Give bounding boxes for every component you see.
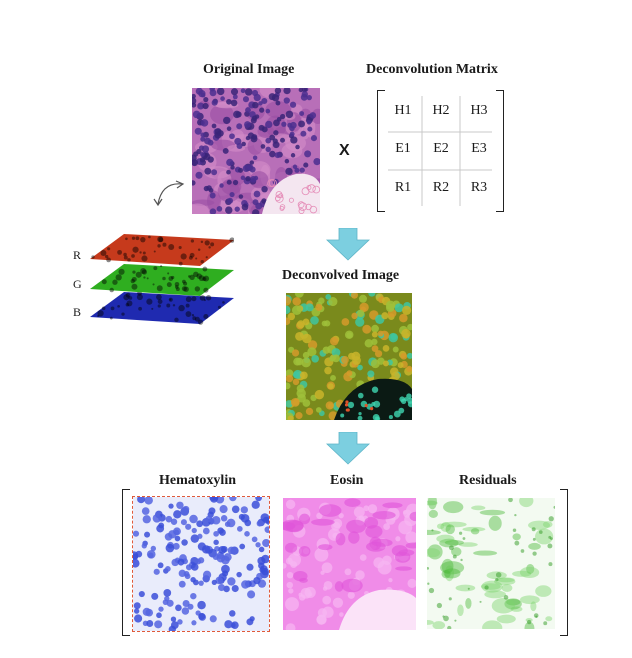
matrix-cell: E3 (471, 141, 487, 156)
arrow-down-icon (326, 228, 370, 261)
deconvolved-image (286, 293, 412, 420)
matrix-cell: R3 (470, 180, 488, 195)
channel-label-r: R (73, 248, 82, 262)
channel-label-g: G (73, 277, 82, 291)
hematoxylin-image (132, 496, 270, 632)
channel-label-b: B (73, 305, 82, 319)
deconvolved-image-title: Deconvolved Image (282, 268, 400, 283)
matrix-cell: H1 (394, 103, 412, 118)
matrix-right-bracket (496, 90, 504, 212)
output-right-bracket (560, 489, 568, 636)
curved-arrow-icon (153, 180, 185, 207)
matrix-cell: H3 (470, 103, 488, 118)
residuals-image (427, 498, 555, 629)
matrix-grid (388, 96, 492, 206)
matrix-cell: R1 (394, 180, 412, 195)
output-left-bracket (122, 489, 130, 636)
original-image-title: Original Image (203, 62, 295, 77)
matrix-cell: R2 (432, 180, 450, 195)
matrix-cell: E2 (433, 141, 449, 156)
original-image (192, 88, 320, 214)
eosin-title: Eosin (330, 473, 364, 488)
eosin-image (283, 498, 416, 630)
arrow-down-icon (326, 432, 370, 465)
hematoxylin-title: Hematoxylin (159, 473, 236, 488)
rgb-channel-layers (90, 234, 234, 325)
multiply-operator: X (339, 142, 350, 159)
matrix-cell: H2 (432, 103, 450, 118)
matrix-title: Deconvolution Matrix (366, 62, 498, 77)
matrix-left-bracket (377, 90, 385, 212)
residuals-title: Residuals (459, 473, 517, 488)
matrix-cell: E1 (395, 141, 411, 156)
